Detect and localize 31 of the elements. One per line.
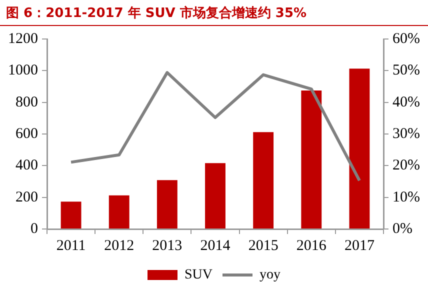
legend-label: SUV bbox=[184, 268, 213, 283]
x-tick-label: 2013 bbox=[152, 238, 182, 254]
y2-tick-label: 0% bbox=[392, 220, 413, 237]
y2-tick-label: 50% bbox=[392, 62, 420, 79]
x-tick-label: 2016 bbox=[296, 238, 327, 254]
y-tick-label: 600 bbox=[16, 126, 38, 142]
bar bbox=[60, 202, 82, 228]
y2-tick-label: 60% bbox=[392, 30, 420, 47]
bar bbox=[156, 180, 178, 228]
bar bbox=[253, 132, 274, 228]
y-tick-label: 400 bbox=[16, 158, 38, 174]
chart-title: 图 6：2011-2017 年 SUV 市场复合增速约 35% bbox=[0, 0, 428, 26]
legend-label: yoy bbox=[260, 268, 281, 283]
bar bbox=[108, 195, 130, 228]
bar bbox=[205, 163, 226, 228]
x-tick-label: 2012 bbox=[104, 238, 134, 254]
y2-tick-label: 20% bbox=[392, 158, 420, 174]
x-tick-label: 2017 bbox=[344, 238, 375, 254]
y-tick-label: 1200 bbox=[8, 30, 38, 47]
y2-tick-label: 10% bbox=[392, 189, 420, 206]
y-tick-label: 1000 bbox=[8, 62, 38, 79]
y-tick-label: 800 bbox=[16, 94, 38, 110]
x-tick-label: 2015 bbox=[248, 238, 278, 254]
y2-tick-label: 30% bbox=[392, 126, 420, 142]
x-tick-label: 2014 bbox=[200, 238, 231, 254]
bar bbox=[301, 90, 322, 228]
x-tick-label: 2011 bbox=[56, 238, 86, 254]
y-tick-label: 200 bbox=[16, 189, 38, 206]
bar bbox=[349, 68, 370, 228]
y-tick-label: 0 bbox=[30, 220, 38, 237]
y2-tick-label: 40% bbox=[392, 94, 420, 110]
